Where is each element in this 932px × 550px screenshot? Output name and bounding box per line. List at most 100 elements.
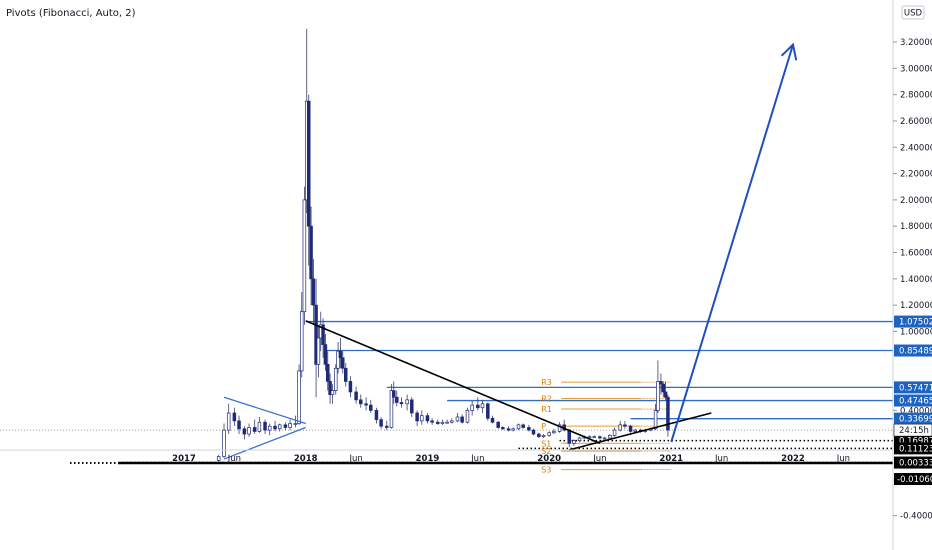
candle[interactable] bbox=[242, 426, 247, 440]
candle[interactable] bbox=[521, 423, 525, 429]
candle[interactable] bbox=[455, 413, 460, 423]
candle[interactable] bbox=[374, 407, 379, 424]
candle[interactable] bbox=[330, 384, 335, 404]
candle[interactable] bbox=[359, 394, 363, 408]
candle[interactable] bbox=[501, 426, 505, 431]
candle[interactable] bbox=[511, 427, 515, 432]
candle[interactable] bbox=[557, 422, 562, 433]
ascending-trendline[interactable] bbox=[569, 412, 712, 451]
candle[interactable] bbox=[450, 418, 454, 424]
candle[interactable] bbox=[420, 410, 424, 425]
candle[interactable] bbox=[445, 419, 449, 424]
candle[interactable] bbox=[348, 376, 353, 398]
candle[interactable] bbox=[577, 436, 582, 442]
candle[interactable] bbox=[222, 423, 226, 458]
candle[interactable] bbox=[309, 206, 313, 306]
descending-trendline[interactable] bbox=[305, 320, 601, 445]
candle[interactable] bbox=[537, 432, 541, 439]
candle[interactable] bbox=[656, 360, 660, 414]
candle[interactable] bbox=[661, 381, 666, 398]
candle[interactable] bbox=[263, 419, 267, 435]
currency-button[interactable]: USD bbox=[901, 5, 925, 20]
candle[interactable] bbox=[425, 413, 430, 424]
candle[interactable] bbox=[506, 426, 511, 432]
candle[interactable] bbox=[336, 341, 340, 374]
candle[interactable] bbox=[314, 278, 318, 398]
candle[interactable] bbox=[321, 318, 325, 358]
candle[interactable] bbox=[628, 424, 633, 433]
triangle-upper[interactable] bbox=[223, 396, 306, 425]
candle[interactable] bbox=[618, 420, 622, 432]
candle[interactable] bbox=[436, 419, 440, 425]
candle[interactable] bbox=[410, 397, 414, 417]
candle[interactable] bbox=[247, 423, 251, 437]
candle[interactable] bbox=[496, 420, 500, 429]
drawings[interactable] bbox=[223, 42, 798, 460]
candle[interactable] bbox=[288, 419, 292, 431]
candle[interactable] bbox=[541, 434, 546, 439]
candle[interactable] bbox=[297, 364, 301, 425]
candle[interactable] bbox=[405, 394, 409, 411]
candle[interactable] bbox=[257, 416, 262, 433]
candle[interactable] bbox=[252, 419, 257, 435]
candle[interactable] bbox=[460, 414, 464, 424]
candle[interactable] bbox=[364, 397, 368, 411]
candle[interactable] bbox=[392, 381, 396, 404]
time-axis[interactable]: 2017 Jun 2018 Jun 2019 Jun 2020 Jun 2021 Jun 2022 J… bbox=[0, 449, 893, 464]
candle[interactable] bbox=[328, 373, 332, 404]
candle[interactable] bbox=[216, 455, 221, 462]
candle[interactable] bbox=[612, 427, 617, 437]
candle[interactable] bbox=[516, 423, 521, 431]
candle[interactable] bbox=[395, 390, 399, 407]
candle[interactable] bbox=[237, 415, 241, 435]
candle[interactable] bbox=[490, 415, 495, 424]
candle[interactable] bbox=[344, 363, 348, 387]
candle[interactable] bbox=[311, 259, 316, 325]
candle[interactable] bbox=[415, 410, 419, 427]
candle[interactable] bbox=[325, 351, 330, 391]
candle[interactable] bbox=[572, 439, 576, 446]
candle[interactable] bbox=[267, 423, 272, 436]
candle[interactable] bbox=[608, 434, 612, 439]
candle[interactable] bbox=[273, 420, 277, 432]
candle[interactable] bbox=[389, 384, 394, 429]
candle[interactable] bbox=[277, 423, 282, 432]
candle[interactable] bbox=[385, 420, 389, 431]
candle[interactable] bbox=[302, 186, 307, 325]
candle[interactable] bbox=[465, 407, 470, 424]
candle[interactable] bbox=[323, 334, 328, 371]
candle[interactable] bbox=[470, 401, 474, 416]
candle[interactable] bbox=[293, 415, 298, 428]
candle[interactable] bbox=[552, 428, 556, 435]
candle[interactable] bbox=[354, 386, 358, 404]
candle[interactable] bbox=[316, 324, 321, 378]
candle[interactable] bbox=[440, 419, 445, 425]
candle[interactable] bbox=[592, 435, 596, 439]
candle[interactable] bbox=[226, 403, 231, 435]
price-axis[interactable]: 3.20000 3.00000 2.80000 2.60000 2.40000 2.200… bbox=[892, 0, 932, 550]
candle[interactable] bbox=[663, 381, 668, 400]
candle[interactable] bbox=[666, 394, 670, 437]
candle[interactable] bbox=[283, 422, 288, 431]
candle[interactable] bbox=[602, 436, 607, 440]
candles[interactable] bbox=[216, 28, 670, 462]
candle[interactable] bbox=[430, 418, 434, 425]
candle[interactable] bbox=[659, 373, 663, 395]
candle[interactable] bbox=[306, 94, 311, 266]
candle[interactable] bbox=[598, 435, 602, 440]
candle[interactable] bbox=[476, 397, 480, 411]
candle[interactable] bbox=[338, 338, 343, 369]
candle[interactable] bbox=[341, 351, 345, 374]
candle[interactable] bbox=[623, 420, 627, 429]
candle[interactable] bbox=[531, 428, 536, 436]
candle[interactable] bbox=[527, 424, 531, 432]
candle[interactable] bbox=[547, 431, 551, 437]
candle[interactable] bbox=[379, 416, 383, 429]
candle[interactable] bbox=[653, 403, 658, 431]
candle[interactable] bbox=[486, 402, 490, 421]
candle[interactable] bbox=[587, 435, 592, 439]
candle[interactable] bbox=[232, 407, 237, 427]
candle[interactable] bbox=[333, 364, 338, 395]
indicator-label[interactable]: Pivots (Fibonacci, Auto, 2) bbox=[6, 8, 136, 19]
